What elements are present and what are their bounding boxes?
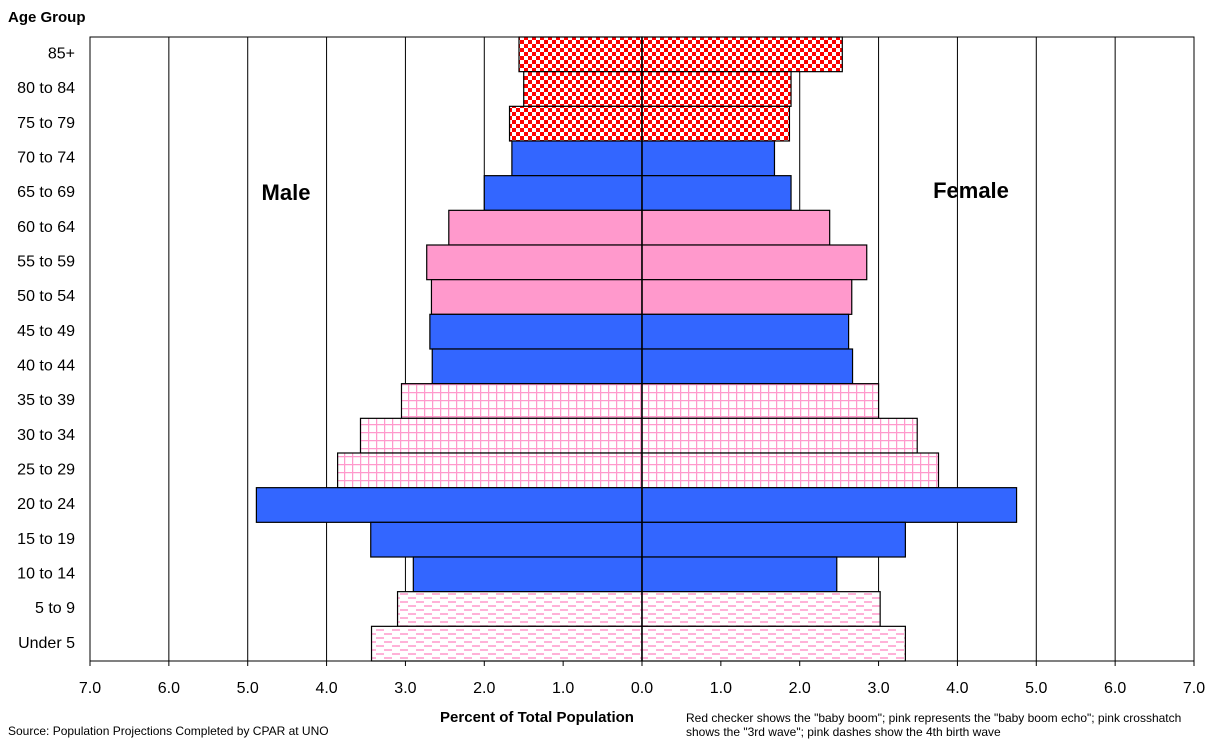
legend-note: Red checker shows the "baby boom"; pink … — [686, 711, 1182, 739]
x-tick-label: 2.0 — [789, 680, 811, 697]
bar — [641, 383, 880, 419]
x-tick-label: 0.0 — [631, 680, 653, 697]
bar — [641, 71, 792, 107]
x-tick-label: 6.0 — [1104, 680, 1126, 697]
x-tick-label: 1.0 — [552, 680, 574, 697]
y-tick-label: 5 to 9 — [35, 600, 75, 617]
y-tick-label: 65 to 69 — [17, 184, 75, 201]
bar — [641, 521, 906, 558]
y-tick-label: 80 to 84 — [17, 80, 75, 97]
x-tick-label: 3.0 — [867, 680, 889, 697]
bar — [359, 417, 643, 454]
bar — [511, 140, 643, 177]
y-tick-label: 20 to 24 — [17, 496, 75, 513]
x-tick-label: 1.0 — [710, 680, 732, 697]
y-tick-label: 75 to 79 — [17, 115, 75, 132]
bar — [641, 140, 776, 177]
x-tick-label: 3.0 — [394, 680, 416, 697]
bar — [641, 244, 868, 281]
bar — [430, 279, 643, 315]
female-label: Female — [933, 178, 1009, 203]
y-tick-label: 60 to 64 — [17, 219, 75, 236]
bar — [641, 452, 940, 489]
x-tick-label: 5.0 — [1025, 680, 1047, 697]
bar — [641, 417, 918, 454]
bar — [641, 313, 850, 350]
y-tick-label: Under 5 — [18, 635, 75, 652]
bar — [508, 105, 643, 142]
bar — [641, 348, 854, 385]
bar — [523, 71, 643, 107]
bar — [337, 452, 643, 489]
y-tick-label: 70 to 74 — [17, 150, 75, 167]
y-tick-label: 40 to 44 — [17, 358, 75, 375]
x-axis-label: Percent of Total Population — [440, 709, 634, 726]
x-tick-label: 6.0 — [158, 680, 180, 697]
bar — [255, 487, 643, 523]
y-tick-label: 55 to 59 — [17, 254, 75, 271]
bar — [641, 36, 843, 73]
bar — [426, 244, 643, 281]
y-tick-label: 10 to 14 — [17, 566, 75, 583]
male-label: Male — [262, 180, 311, 205]
bar — [641, 591, 881, 627]
y-tick-label: 35 to 39 — [17, 392, 75, 409]
x-tick-label: 7.0 — [1183, 680, 1205, 697]
bar — [641, 279, 853, 315]
x-tick-label: 5.0 — [237, 680, 259, 697]
bar — [396, 591, 643, 627]
x-tick-label: 2.0 — [473, 680, 495, 697]
bar — [412, 556, 643, 593]
y-axis-label: Age Group — [8, 9, 86, 26]
x-tick-label: 7.0 — [79, 680, 101, 697]
bar — [641, 556, 838, 593]
x-tick-label: 4.0 — [946, 680, 968, 697]
bar — [641, 625, 906, 662]
y-tick-label: 85+ — [48, 46, 75, 63]
source-note: Source: Population Projections Completed… — [8, 724, 329, 738]
bar — [370, 625, 643, 662]
y-tick-label: 25 to 29 — [17, 462, 75, 479]
x-tick-label: 4.0 — [315, 680, 337, 697]
y-tick-label: 45 to 49 — [17, 323, 75, 340]
bar — [641, 105, 791, 142]
bar — [370, 521, 643, 558]
bar — [448, 209, 643, 246]
y-tick-label: 30 to 34 — [17, 427, 75, 444]
bar — [641, 487, 1018, 523]
bar — [518, 36, 643, 73]
bar — [483, 175, 643, 211]
bar — [400, 383, 643, 419]
bar — [641, 209, 831, 246]
bar — [429, 313, 643, 350]
bar — [641, 175, 792, 211]
bar — [431, 348, 643, 385]
y-tick-label: 50 to 54 — [17, 288, 75, 305]
y-tick-label: 15 to 19 — [17, 531, 75, 548]
